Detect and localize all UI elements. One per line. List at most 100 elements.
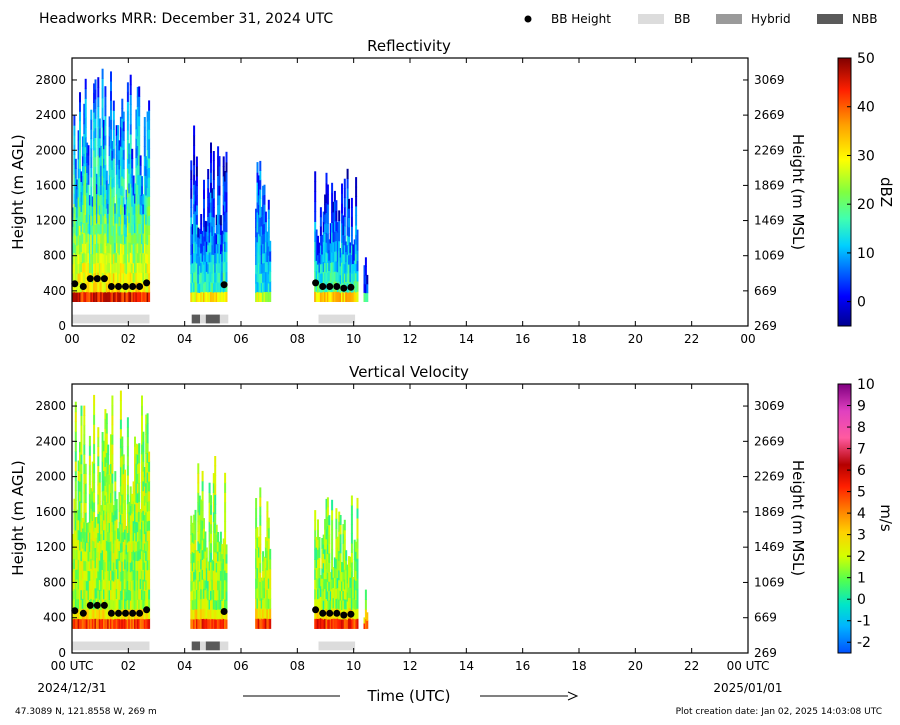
- echo-cell: [256, 162, 259, 173]
- echo-cell: [138, 125, 141, 136]
- echo-cell: [128, 589, 131, 600]
- echo-cell: [336, 251, 339, 263]
- echo-cell: [200, 598, 203, 610]
- echo-cell: [212, 570, 215, 581]
- legend-label-bb: BB: [674, 12, 690, 26]
- echo-cell: [138, 579, 141, 590]
- echo-cell: [103, 490, 105, 501]
- echo-cell: [101, 204, 104, 215]
- bb-type-bar-bb: [318, 314, 356, 324]
- echo-cell: [103, 215, 105, 226]
- echo-cell: [208, 550, 211, 561]
- echo-cell: [84, 579, 87, 591]
- echo-cell: [336, 271, 339, 283]
- echo-cell: [104, 135, 107, 146]
- echo-cell: [191, 522, 194, 533]
- x-tick-label: 00 UTC: [727, 659, 770, 673]
- echo-cell: [111, 188, 114, 199]
- echo-cell: [342, 590, 345, 601]
- echo-cell: [128, 291, 131, 302]
- echo-cell: [134, 474, 136, 486]
- echo-cell: [355, 272, 358, 283]
- echo-cell: [138, 530, 141, 542]
- echo-cell: [143, 533, 146, 544]
- echo-cell: [108, 165, 111, 176]
- echo-cell: [326, 581, 329, 592]
- echo-cell: [93, 589, 96, 600]
- echo-cell: [110, 167, 112, 178]
- echo-cell: [77, 149, 80, 160]
- echo-cell: [138, 540, 141, 551]
- echo-cell: [145, 472, 148, 484]
- colorbar-tick-label: 3: [857, 528, 866, 544]
- echo-cell: [77, 499, 80, 511]
- echo-cell: [218, 175, 221, 186]
- echo-cell: [263, 291, 266, 302]
- echo-cell: [134, 193, 136, 204]
- echo-cell: [117, 598, 120, 609]
- echo-cell: [119, 146, 122, 157]
- echo-cell: [343, 529, 346, 541]
- echo-cell: [134, 262, 136, 273]
- bb-type-bar-bb: [219, 314, 229, 324]
- echo-cell: [224, 521, 227, 532]
- echo-cell: [72, 600, 74, 610]
- echo-cell: [93, 501, 96, 513]
- echo-cell: [214, 542, 217, 553]
- echo-cell: [142, 510, 145, 521]
- echo-cell: [95, 281, 98, 293]
- echo-cell: [103, 244, 105, 255]
- echo-cell: [95, 527, 98, 538]
- echo-cell: [225, 609, 228, 620]
- echo-cell: [121, 599, 124, 610]
- echo-cell: [122, 225, 125, 236]
- echo-cell: [126, 417, 129, 428]
- echo-cell: [105, 608, 108, 620]
- echo-cell: [132, 223, 135, 235]
- echo-cell: [200, 262, 203, 273]
- echo-cell: [136, 454, 139, 465]
- echo-cell: [255, 548, 258, 559]
- echo-cell: [105, 264, 108, 274]
- echo-cell: [335, 271, 338, 282]
- echo-cell: [333, 587, 336, 599]
- y-right-tick-label: 2269: [754, 470, 785, 484]
- echo-cell: [114, 272, 117, 283]
- echo-cell: [93, 608, 96, 620]
- echo-cell: [142, 203, 145, 215]
- echo-cell: [129, 252, 132, 263]
- echo-cell: [338, 540, 341, 552]
- echo-cell: [335, 250, 338, 262]
- echo-cell: [87, 522, 90, 533]
- echo-cell: [346, 273, 349, 284]
- bb-height-marker: [71, 280, 79, 288]
- echo-cell: [222, 262, 225, 273]
- echo-cell: [122, 111, 125, 122]
- echo-cell: [318, 567, 321, 579]
- echo-cell: [332, 567, 335, 578]
- echo-cell: [80, 211, 83, 222]
- echo-cell: [128, 153, 131, 164]
- echo-cell: [198, 292, 201, 302]
- echo-cell: [124, 272, 127, 283]
- echo-cell: [201, 608, 204, 619]
- echo-cell: [135, 540, 138, 552]
- echo-cell: [94, 282, 97, 293]
- echo-cell: [76, 529, 79, 541]
- echo-cell: [129, 143, 132, 155]
- echo-cell: [211, 188, 214, 199]
- echo-cell: [225, 563, 228, 573]
- echo-cell: [200, 568, 203, 580]
- echo-cell: [95, 193, 98, 204]
- echo-cell: [205, 608, 208, 619]
- echo-cell: [355, 282, 358, 293]
- echo-cell: [208, 202, 211, 213]
- echo-cell: [74, 441, 77, 452]
- legend-bb-height-marker: [524, 15, 532, 23]
- echo-cell: [101, 88, 104, 99]
- echo-cell: [101, 126, 104, 138]
- echo-cell: [342, 244, 345, 255]
- echo-cell: [207, 197, 210, 208]
- echo-cell: [105, 472, 108, 483]
- echo-cell: [131, 244, 134, 255]
